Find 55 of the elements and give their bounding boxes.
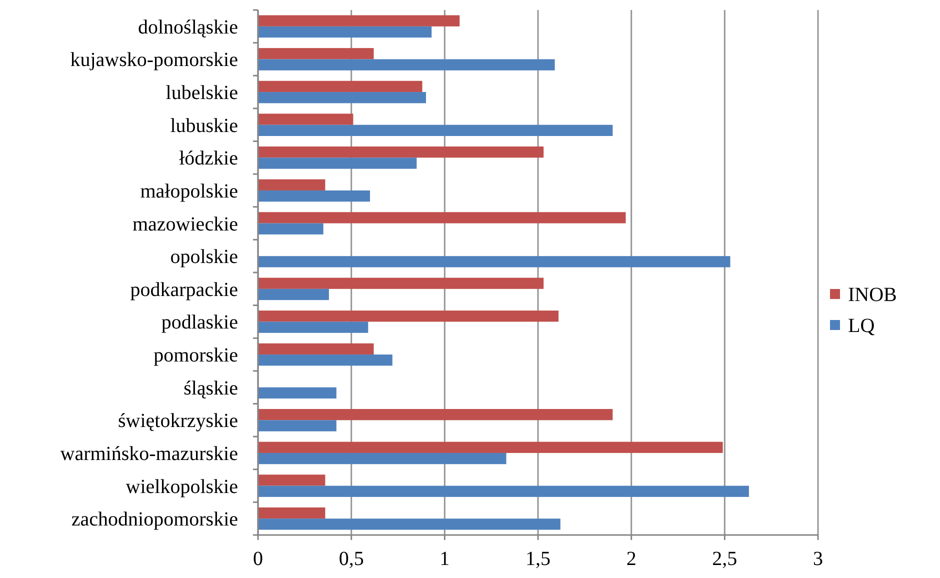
bar (258, 474, 326, 486)
x-tick-label: 0,5 (338, 548, 364, 570)
bar (258, 310, 559, 322)
bar (258, 507, 326, 519)
x-tick-label: 3 (813, 548, 823, 570)
bar (258, 354, 392, 366)
bar (258, 212, 626, 224)
bar (258, 146, 544, 158)
y-tick-label: lubelskie (166, 82, 238, 104)
legend-label: INOB (848, 284, 897, 306)
bar (258, 486, 749, 497)
x-tick-label: 0 (253, 548, 263, 570)
bar (258, 518, 560, 530)
bar (258, 387, 336, 398)
bar (258, 343, 374, 355)
y-tick-label: dolnośląskie (138, 16, 238, 38)
y-tick-label: wielkopolskie (126, 476, 238, 498)
bar (258, 452, 506, 464)
bar (258, 92, 426, 104)
legend-label: LQ (848, 315, 876, 337)
y-tick-label: łódzkie (179, 148, 238, 170)
bar (258, 59, 555, 70)
bar (258, 322, 368, 333)
bar (258, 256, 730, 268)
bar (258, 278, 544, 289)
bar (258, 26, 432, 38)
x-tick-label: 2 (626, 548, 636, 570)
y-tick-label: podkarpackie (130, 278, 238, 301)
y-tick-label: małopolskie (140, 180, 238, 202)
x-tick-label: 2,5 (712, 548, 738, 570)
bar (258, 223, 324, 234)
bar (258, 190, 370, 202)
y-tick-label: świętokrzyskie (118, 410, 238, 432)
y-tick-label: opolskie (170, 246, 238, 268)
y-tick-label: pomorskie (154, 344, 238, 367)
y-tick-label: lubuskie (170, 114, 238, 137)
bar (258, 15, 460, 26)
y-tick-label: kujawsko-pomorskie (70, 49, 238, 72)
x-tick-label: 1 (440, 548, 450, 570)
y-tick-label: warmińsko-mazurskie (60, 442, 238, 465)
bar (258, 409, 613, 420)
y-tick-label: śląskie (184, 377, 238, 400)
bar (258, 124, 613, 136)
bar (258, 288, 329, 300)
bar (258, 442, 723, 453)
bar (258, 80, 422, 92)
bar (258, 48, 374, 60)
bar (258, 420, 336, 432)
bar (258, 114, 354, 125)
bar (258, 179, 326, 190)
bar (258, 158, 417, 169)
y-tick-label: mazowieckie (132, 213, 238, 236)
y-tick-label: zachodniopomorskie (71, 508, 238, 531)
y-tick-label: podlaskie (161, 312, 238, 334)
x-tick-label: 1,5 (526, 548, 550, 570)
